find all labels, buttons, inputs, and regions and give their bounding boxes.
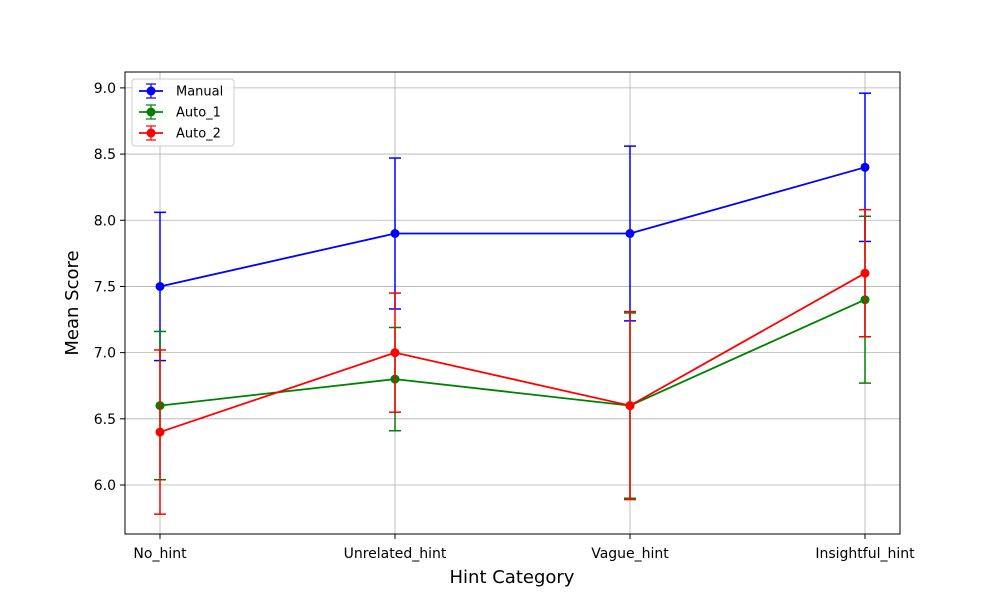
legend-label: Auto_1 <box>176 106 221 121</box>
legend-item: Manual <box>139 83 223 100</box>
data-point <box>860 268 870 278</box>
legend-marker <box>146 86 156 96</box>
data-point <box>390 348 400 358</box>
legend-marker <box>146 128 156 138</box>
x-tick-label: Unrelated_hint <box>344 546 447 562</box>
legend-label: Auto_2 <box>176 127 221 142</box>
y-tick-label: 6.5 <box>94 412 116 428</box>
legend: Manual Auto_1 Auto_2 <box>131 78 235 147</box>
x-tick-label: Insightful_hint <box>815 546 915 562</box>
y-tick-label: 8.0 <box>94 213 116 229</box>
y-tick-label: 9.0 <box>94 81 116 97</box>
data-point <box>155 427 165 437</box>
legend-frame <box>131 78 235 147</box>
series-line <box>159 272 866 433</box>
axis-layer: 6.0 6.5 7.0 7.5 8.0 8.5 9.0 No_hint Unrelated_hi… <box>94 81 915 562</box>
data-point <box>625 401 635 411</box>
x-axis-label: Hint Category <box>450 567 575 588</box>
series-auto-2 <box>154 208 871 515</box>
legend-label: Manual <box>176 85 223 100</box>
legend-item: Auto_2 <box>139 125 221 142</box>
series-layer <box>154 92 871 515</box>
series-line <box>159 166 866 288</box>
plot-area-frame <box>124 71 901 535</box>
y-tick-label: 7.5 <box>94 279 116 295</box>
x-tick-label: No_hint <box>133 546 187 562</box>
y-tick-label: 8.5 <box>94 147 116 163</box>
y-tick-label: 7.0 <box>94 346 116 362</box>
grid-layer <box>125 72 900 534</box>
legend-marker <box>146 107 156 117</box>
y-axis-label: Mean Score <box>62 250 83 355</box>
legend-item: Auto_1 <box>139 104 221 121</box>
data-point <box>625 229 635 239</box>
x-tick-label: Vague_hint <box>591 546 669 562</box>
legend-items: Manual Auto_1 Auto_2 <box>139 83 223 142</box>
series-auto-1 <box>154 215 871 500</box>
data-point <box>860 162 870 172</box>
y-tick-label: 6.0 <box>94 478 116 494</box>
data-point <box>155 281 165 291</box>
data-point <box>390 229 400 239</box>
series-manual <box>154 92 871 362</box>
